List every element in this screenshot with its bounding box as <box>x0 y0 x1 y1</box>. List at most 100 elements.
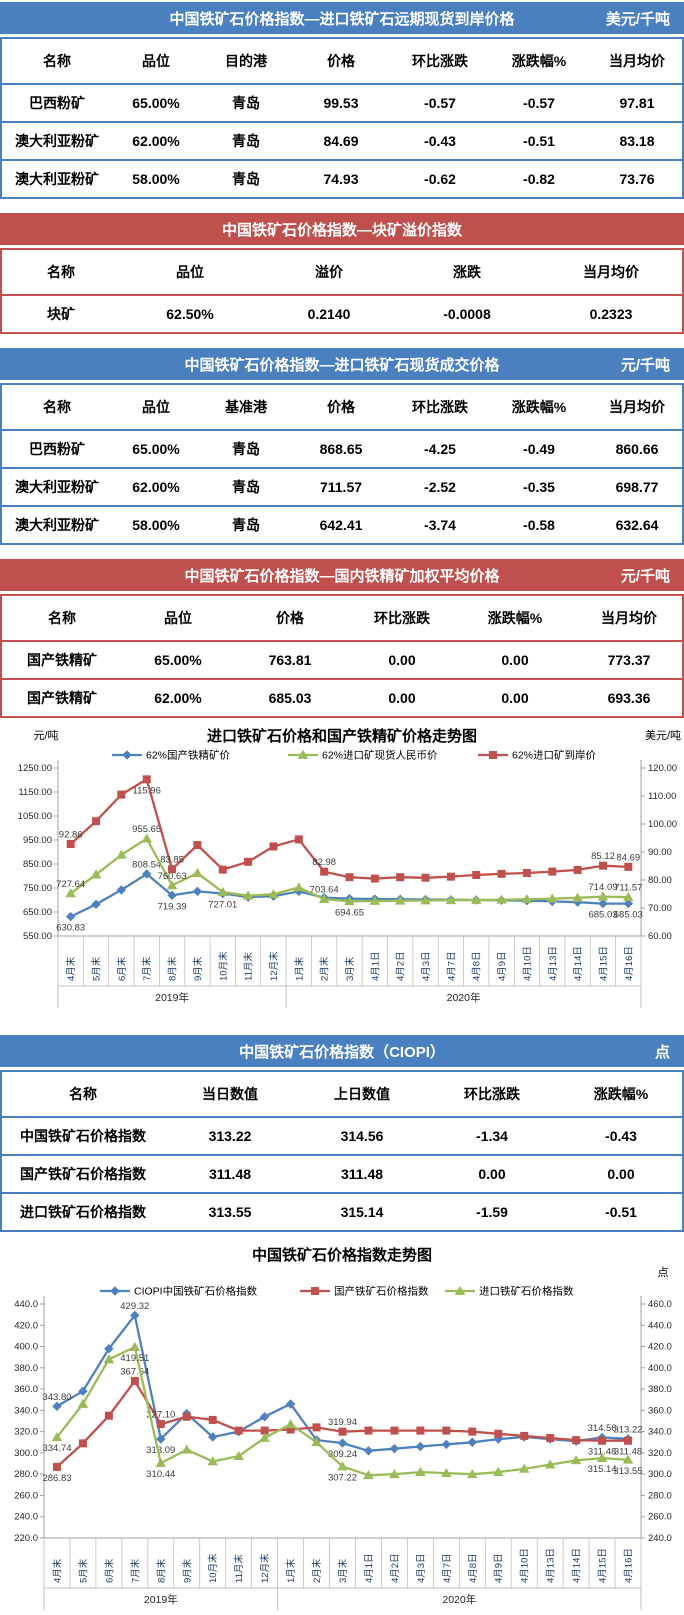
right-tick-label: 260.0 <box>648 1512 672 1523</box>
x-axis-label: 5月末 <box>91 956 103 981</box>
table-cell: 中国铁矿石价格指数 <box>20 1128 146 1144</box>
table-cell: 澳大利亚粉矿 <box>15 171 99 187</box>
column-header: 名称 <box>47 264 75 280</box>
x-axis-label: 9月末 <box>192 956 204 981</box>
triangle-marker <box>623 892 634 902</box>
column-header: 品位 <box>176 264 204 280</box>
table-cell: -0.82 <box>523 171 555 187</box>
table-cell: 58.00% <box>132 171 180 187</box>
data-label: 83.85 <box>160 855 184 866</box>
x-axis-label: 10月末 <box>207 1553 219 1583</box>
table-row: 国产铁精矿 65.00% 763.81 0.00 0.00 773.37 <box>2 640 682 678</box>
triangle-marker <box>233 1450 244 1460</box>
column-header: 环比涨跌 <box>412 399 468 415</box>
square-marker <box>208 1415 217 1424</box>
left-tick-label: 320.0 <box>14 1427 38 1438</box>
x-axis-label: 12月末 <box>268 951 280 981</box>
left-tick-label: 1050.00 <box>18 811 52 822</box>
triangle-marker <box>166 880 178 890</box>
table-unit: 美元/千吨 <box>605 10 670 28</box>
chart-title: 进口铁矿石价格和国产铁精矿价格走势图 <box>207 727 477 745</box>
square-marker <box>130 1376 139 1385</box>
square-marker <box>522 869 531 877</box>
table-cell: 0.00 <box>478 1166 506 1182</box>
x-axis-label: 4月16日 <box>624 946 635 981</box>
table-cell: 青岛 <box>232 479 260 495</box>
right-axis-unit: 美元/吨 <box>645 729 681 742</box>
x-axis-label: 4月13日 <box>548 946 559 981</box>
triangle-marker <box>470 894 482 904</box>
table-cell: -0.49 <box>523 441 555 457</box>
table-body: 名称 当日数值 上日数值 环比涨跌 涨跌幅% 中国铁矿石价格指数 313.22 314.56 -… <box>0 1070 684 1232</box>
triangle-marker <box>547 893 558 903</box>
table-title-bar: 中国铁矿石价格指数（CIOPI） 点 <box>0 1035 684 1067</box>
column-header: 目的港 <box>225 53 267 69</box>
data-label: 307.22 <box>328 1473 357 1484</box>
triangle-marker <box>622 1454 634 1464</box>
table-cell: 0.2140 <box>307 306 351 322</box>
square-marker <box>244 857 253 866</box>
triangle-marker <box>597 891 609 901</box>
triangle-marker <box>116 849 127 859</box>
column-header: 名称 <box>48 610 76 626</box>
data-label: 714.09 <box>588 882 617 893</box>
table-cell: 澳大利亚粉矿 <box>15 133 99 149</box>
triangle-marker <box>318 893 330 904</box>
x-axis-label: 4月14日 <box>572 1548 583 1583</box>
triangle-marker <box>445 895 457 905</box>
table-cell: 0.2323 <box>589 306 633 322</box>
right-tick-label: 90.00 <box>648 847 672 858</box>
square-marker <box>446 872 455 881</box>
table-cell: -1.34 <box>476 1128 508 1144</box>
table-cell: -0.51 <box>605 1204 637 1220</box>
data-label: 92.86 <box>59 830 83 841</box>
table-cell: 311.48 <box>208 1166 252 1182</box>
column-header: 涨跌幅% <box>593 1086 649 1102</box>
table-domestic-concentrate-price: 中国铁矿石价格指数—国内铁精矿加权平均价格 元/千吨 名称 品位 价格 环比涨跌 涨跌幅% 当… <box>0 559 684 718</box>
x-axis-label: 3月末 <box>337 1558 349 1583</box>
table-ciopi-index: 中国铁矿石价格指数（CIOPI） 点名称 当日数值 上日数值 环比涨跌 涨跌幅% 中国铁矿石… <box>0 1035 684 1232</box>
x-axis-label: 4月9日 <box>494 1553 505 1583</box>
year-group-label: 2019年 <box>144 1593 178 1606</box>
table-lump-premium-index: 中国铁矿石价格指数—块矿溢价指数 名称 品位 溢价 涨跌 当月均价 块矿 62.50% 0.21… <box>0 213 684 334</box>
right-tick-label: 80.00 <box>648 875 672 886</box>
triangle-marker <box>596 1452 608 1462</box>
triangle-marker <box>192 867 203 878</box>
data-label: 313.09 <box>146 1445 175 1456</box>
table-title-bar: 中国铁矿石价格指数—块矿溢价指数 <box>0 213 684 245</box>
diamond-marker <box>415 1441 426 1452</box>
table-cell: -2.52 <box>424 479 456 495</box>
legend-marker <box>454 1285 466 1295</box>
triangle-marker <box>492 1466 504 1476</box>
table-cell: 澳大利亚粉矿 <box>15 517 99 533</box>
data-label: 84.69 <box>616 852 640 863</box>
square-marker <box>182 1412 191 1421</box>
x-axis-label: 4月15日 <box>598 1548 609 1583</box>
right-tick-label: 70.00 <box>648 903 672 914</box>
x-axis-label: 8月末 <box>167 956 179 981</box>
left-tick-label: 420.0 <box>14 1320 38 1331</box>
table-unit: 元/千吨 <box>620 356 670 374</box>
diamond-marker <box>285 1399 296 1409</box>
legend-label: 进口铁矿石价格指数 <box>479 1285 574 1298</box>
x-axis-label: 4月7日 <box>446 951 457 981</box>
square-marker <box>338 1427 347 1436</box>
data-label: 703.64 <box>310 885 339 896</box>
legend-label: 62%国产铁精矿价 <box>146 749 231 762</box>
left-tick-label: 220.0 <box>14 1533 38 1544</box>
table-cell: 青岛 <box>232 133 260 149</box>
square-marker <box>546 1434 555 1443</box>
table-row: 澳大利亚粉矿 58.00% 青岛 74.93 -0.62 -0.82 73.76 <box>2 159 682 197</box>
legend-marker <box>489 751 497 759</box>
triangle-marker <box>420 895 431 905</box>
triangle-marker <box>544 1459 556 1469</box>
table-cell: 65.00% <box>132 441 180 457</box>
x-axis-label: 4月1日 <box>370 951 381 981</box>
square-marker <box>548 867 557 876</box>
x-axis-label: 4月9日 <box>497 951 508 981</box>
data-label: 727.64 <box>56 879 85 890</box>
left-tick-label: 650.00 <box>23 907 52 918</box>
table-cell: 642.41 <box>319 517 363 533</box>
square-marker <box>104 1411 113 1420</box>
square-marker <box>442 1426 451 1435</box>
